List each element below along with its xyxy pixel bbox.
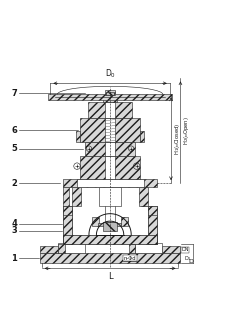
Text: 3: 3 — [12, 226, 17, 235]
Bar — [99, 187, 121, 206]
Bar — [148, 206, 157, 215]
Bar — [105, 118, 115, 142]
Bar — [40, 246, 58, 253]
Bar — [121, 217, 128, 227]
Bar — [140, 131, 144, 142]
Polygon shape — [63, 235, 157, 244]
Bar — [58, 242, 85, 253]
Bar — [48, 95, 172, 100]
Text: D$_0$: D$_0$ — [104, 68, 116, 80]
Bar — [92, 217, 99, 227]
Text: 4: 4 — [12, 219, 17, 228]
Text: 6: 6 — [12, 125, 17, 134]
Bar — [139, 187, 148, 206]
Bar — [103, 222, 117, 231]
Text: H$_2$(开Open): H$_2$(开Open) — [182, 116, 192, 145]
Bar — [105, 155, 115, 179]
Bar — [88, 102, 132, 118]
Bar — [162, 246, 180, 253]
Text: DN: DN — [182, 247, 189, 252]
Text: 2: 2 — [12, 178, 17, 188]
Bar — [80, 155, 140, 179]
Polygon shape — [63, 206, 72, 244]
Text: D: D — [188, 259, 193, 264]
Bar — [72, 187, 81, 206]
Bar — [105, 90, 115, 95]
Bar — [105, 142, 115, 155]
Bar — [40, 253, 180, 263]
Bar — [63, 206, 72, 215]
Bar — [76, 131, 80, 142]
Text: L: L — [108, 272, 112, 281]
Text: 1: 1 — [12, 254, 17, 263]
Polygon shape — [148, 206, 157, 244]
Bar — [129, 244, 135, 253]
Bar — [80, 118, 140, 142]
Text: 5: 5 — [12, 144, 17, 153]
Bar — [76, 179, 144, 187]
Bar — [63, 187, 69, 206]
Bar — [63, 179, 157, 187]
Text: n-Φd: n-Φd — [124, 256, 136, 261]
Bar — [106, 92, 114, 95]
Bar — [105, 95, 115, 222]
Bar — [85, 142, 135, 155]
Bar — [103, 95, 117, 102]
Text: 7: 7 — [12, 89, 17, 98]
Bar — [105, 102, 115, 118]
Text: D$_1$: D$_1$ — [184, 254, 192, 263]
Bar — [135, 242, 162, 253]
Bar — [58, 244, 64, 253]
Text: H$_1$(关Closed): H$_1$(关Closed) — [173, 123, 182, 155]
Bar — [98, 223, 121, 227]
Bar — [142, 187, 148, 206]
